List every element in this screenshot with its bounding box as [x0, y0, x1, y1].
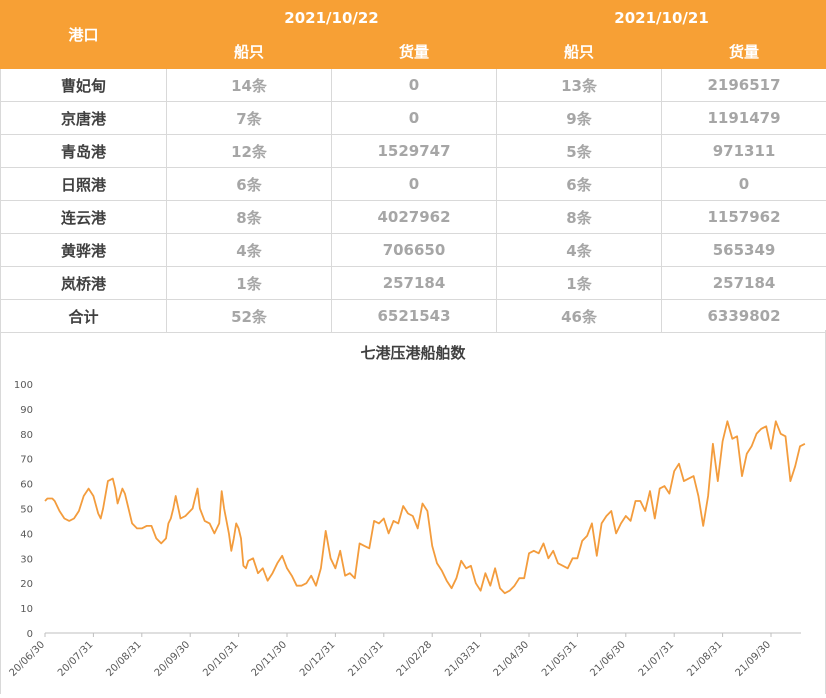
ships-1: 14条	[167, 69, 332, 102]
header-date-2: 2021/10/21	[497, 1, 826, 35]
series-line	[45, 421, 805, 593]
y-tick-label: 20	[20, 579, 33, 590]
x-tick-label: 21/06/30	[588, 639, 628, 679]
header-date-1: 2021/10/22	[167, 1, 497, 35]
ships-1: 1条	[167, 267, 332, 300]
table-row: 连云港 8条 4027962 8条 1157962	[1, 201, 826, 234]
x-tick-label: 20/10/31	[201, 639, 241, 679]
cargo-1: 706650	[332, 234, 497, 267]
y-tick-label: 100	[14, 380, 33, 391]
ships-2: 4条	[497, 234, 662, 267]
cargo-1: 0	[332, 102, 497, 135]
table-row-total: 合计 52条 6521543 46条 6339802	[1, 300, 826, 333]
y-tick-label: 40	[20, 529, 33, 540]
port-name: 岚桥港	[1, 267, 167, 300]
ships-2: 46条	[497, 300, 662, 333]
y-tick-label: 50	[20, 505, 33, 516]
ships-2: 13条	[497, 69, 662, 102]
x-tick-label: 21/03/31	[443, 639, 483, 679]
ships-2: 8条	[497, 201, 662, 234]
x-tick-label: 20/12/31	[298, 639, 338, 679]
y-tick-label: 80	[20, 430, 33, 441]
ships-1: 8条	[167, 201, 332, 234]
cargo-2: 565349	[662, 234, 826, 267]
x-tick-label: 20/09/30	[153, 639, 193, 679]
table-row: 京唐港 7条 0 9条 1191479	[1, 102, 826, 135]
x-tick-label: 21/02/28	[395, 639, 435, 679]
table-row: 黄骅港 4条 706650 4条 565349	[1, 234, 826, 267]
cargo-2: 257184	[662, 267, 826, 300]
cargo-1: 257184	[332, 267, 497, 300]
ships-1: 52条	[167, 300, 332, 333]
header-cargo-1: 货量	[332, 35, 497, 69]
cargo-2: 1191479	[662, 102, 826, 135]
header-cargo-2: 货量	[662, 35, 826, 69]
ships-2: 6条	[497, 168, 662, 201]
header-port: 港口	[1, 1, 167, 69]
x-tick-label: 20/08/31	[104, 639, 144, 679]
y-tick-label: 30	[20, 554, 33, 565]
cargo-1: 4027962	[332, 201, 497, 234]
header-ships-2: 船只	[497, 35, 662, 69]
y-tick-label: 90	[20, 405, 33, 416]
ships-2: 9条	[497, 102, 662, 135]
x-tick-label: 20/06/30	[8, 639, 48, 679]
port-name: 曹妃甸	[1, 69, 167, 102]
port-name: 黄骅港	[1, 234, 167, 267]
ships-1: 12条	[167, 135, 332, 168]
cargo-2: 0	[662, 168, 826, 201]
x-tick-label: 20/11/30	[250, 639, 290, 679]
cargo-1: 0	[332, 168, 497, 201]
y-tick-label: 70	[20, 455, 33, 466]
port-table: 港口 2021/10/22 2021/10/21 船只 货量 船只 货量 曹妃甸…	[0, 0, 826, 333]
cargo-1: 1529747	[332, 135, 497, 168]
x-tick-label: 20/07/31	[56, 639, 96, 679]
table-row: 日照港 6条 0 6条 0	[1, 168, 826, 201]
x-tick-label: 21/08/31	[685, 639, 725, 679]
x-tick-label: 21/01/31	[346, 639, 386, 679]
x-tick-label: 21/09/30	[734, 639, 774, 679]
port-name: 连云港	[1, 201, 167, 234]
cargo-1: 0	[332, 69, 497, 102]
x-tick-label: 21/07/31	[637, 639, 677, 679]
chart-title: 七港压港船舶数	[360, 344, 466, 362]
y-tick-label: 10	[20, 604, 33, 615]
cargo-2: 2196517	[662, 69, 826, 102]
x-tick-label: 21/04/30	[492, 639, 532, 679]
cargo-1: 6521543	[332, 300, 497, 333]
cargo-2: 6339802	[662, 300, 826, 333]
ships-2: 5条	[497, 135, 662, 168]
ships-2: 1条	[497, 267, 662, 300]
port-name: 青岛港	[1, 135, 167, 168]
header-ships-1: 船只	[167, 35, 332, 69]
table-row: 岚桥港 1条 257184 1条 257184	[1, 267, 826, 300]
port-name: 合计	[1, 300, 167, 333]
table-row: 曹妃甸 14条 0 13条 2196517	[1, 69, 826, 102]
table-row: 青岛港 12条 1529747 5条 971311	[1, 135, 826, 168]
ships-1: 4条	[167, 234, 332, 267]
port-name: 日照港	[1, 168, 167, 201]
y-tick-label: 60	[20, 480, 33, 491]
ships-1: 7条	[167, 102, 332, 135]
cargo-2: 1157962	[662, 201, 826, 234]
cargo-2: 971311	[662, 135, 826, 168]
ships-1: 6条	[167, 168, 332, 201]
x-tick-label: 21/05/31	[540, 639, 580, 679]
port-name: 京唐港	[1, 102, 167, 135]
y-tick-label: 0	[27, 629, 33, 640]
